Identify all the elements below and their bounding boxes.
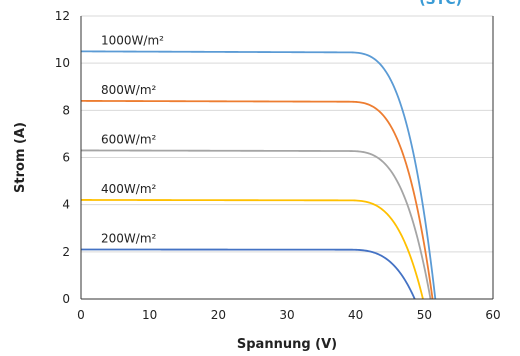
x-tick-label-6: 60: [485, 308, 500, 322]
y-axis-title: Strom (A): [13, 122, 28, 193]
y-tick-label-3: 6: [62, 151, 70, 165]
y-tick-label-5: 10: [55, 56, 70, 70]
series-label-1: 800W/m²: [101, 83, 157, 97]
x-tick-label-5: 50: [417, 308, 432, 322]
y-tick-label-2: 4: [62, 198, 70, 212]
series-label-0: 1000W/m²: [101, 33, 164, 47]
x-tick-label-1: 10: [142, 308, 157, 322]
x-tick-label-2: 20: [211, 308, 226, 322]
tick-labels: 0 10 20 30 40 50 60 0 2 4 6 8 10 12: [55, 9, 501, 322]
y-tick-label-4: 8: [62, 103, 70, 117]
x-tick-label-4: 40: [348, 308, 363, 322]
series-label-4: 200W/m²: [101, 231, 157, 245]
x-axis-title: Spannung (V): [237, 337, 337, 352]
grid-lines: [81, 15, 493, 253]
series-curves: [80, 50, 437, 300]
series-curve-4: [80, 248, 416, 300]
chart-title: (STC): [419, 0, 462, 8]
x-tick-label-0: 0: [77, 308, 85, 322]
series-labels: 1000W/m² 800W/m² 600W/m² 400W/m² 200W/m²: [101, 33, 164, 245]
y-tick-label-0: 0: [62, 292, 70, 306]
y-tick-label-6: 12: [55, 9, 70, 23]
series-label-2: 600W/m²: [101, 132, 157, 146]
y-tick-label-1: 2: [62, 245, 70, 259]
series-curve-0: [81, 50, 437, 300]
series-curve-1: [81, 100, 434, 300]
x-tick-label-3: 30: [279, 308, 294, 322]
axes: [80, 16, 494, 300]
series-curve-3: [81, 199, 424, 300]
series-curve-2: [80, 149, 432, 300]
series-label-3: 400W/m²: [101, 182, 157, 196]
